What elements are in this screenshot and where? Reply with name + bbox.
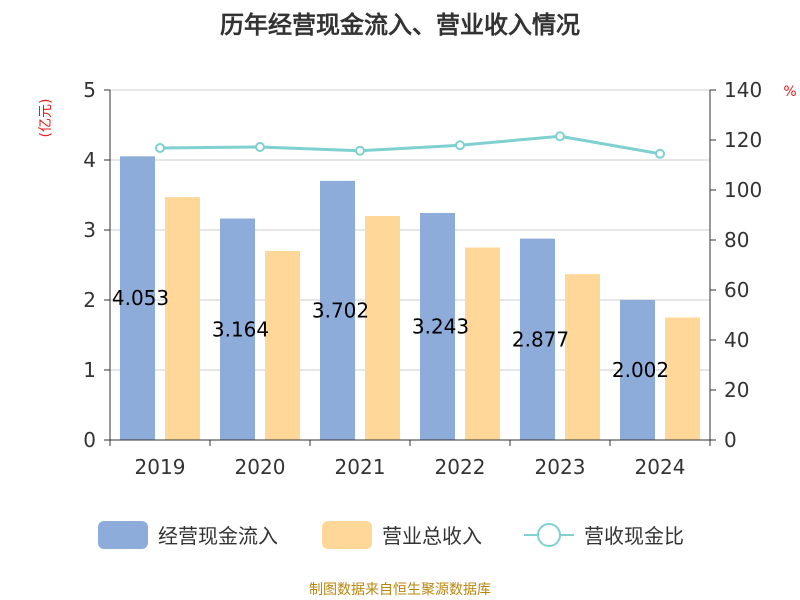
cash-inflow-data-label: 3.243: [412, 314, 469, 338]
cash-inflow-bar: [320, 180, 355, 441]
x-axis-tick-label: 2024: [635, 455, 686, 479]
legend-cash-inflow-swatch: [98, 521, 148, 549]
ratio-line-point: [455, 140, 465, 151]
cash-inflow-bar: [220, 218, 255, 440]
ratio-line-point: [155, 143, 165, 153]
ratio-line-point: [355, 145, 365, 156]
cash-inflow-data-label: 2.002: [612, 358, 669, 382]
left-axis-tick-label: 0: [83, 428, 96, 452]
left-axis-tick-label: 2: [83, 288, 96, 312]
left-axis-tick-label: 3: [83, 218, 96, 242]
bar-series: [120, 156, 700, 441]
revenue-bar: [465, 247, 500, 440]
left-axis-tick-label: 4: [83, 148, 96, 172]
ratio-line-series: [155, 131, 665, 159]
cash-inflow-bar: [120, 156, 155, 441]
right-axis-tick-label: 140: [724, 78, 762, 102]
source-note: 制图数据来自恒生聚源数据库: [309, 582, 491, 598]
cash-inflow-bar: [420, 212, 455, 440]
cash-inflow-data-label: 3.164: [212, 317, 269, 341]
right-axis-tick-label: 40: [724, 328, 749, 352]
ratio-line: [159, 134, 661, 156]
right-axis-tick-label: 20: [724, 378, 749, 402]
right-axis-tick-label: 80: [724, 228, 749, 252]
revenue-bar: [265, 251, 300, 440]
left-axis-unit: (亿元): [38, 99, 54, 138]
legend-revenue-label: 营业总收入: [382, 524, 482, 548]
legend-cash-inflow-label: 经营现金流入: [158, 524, 278, 548]
axes: 0 1 2 3 4 5 0 20 40 60 80 100 120 140 2019 2020 2021 2022…: [83, 78, 762, 479]
revenue-bar: [665, 317, 700, 440]
chart-title: 历年经营现金流入、营业收入情况: [220, 11, 580, 39]
ratio-line-point: [255, 142, 265, 152]
grid-lines: [110, 89, 710, 371]
right-axis-tick-label: 60: [724, 278, 749, 302]
legend: 经营现金流入 营业总收入 营收现金比: [98, 521, 684, 549]
left-axis-tick-label: 1: [83, 358, 96, 382]
ratio-line-point: [655, 148, 665, 159]
legend-ratio-label: 营收现金比: [584, 524, 684, 548]
cash-inflow-data-label: 3.702: [312, 298, 369, 322]
legend-revenue-swatch: [322, 521, 372, 549]
revenue-bar: [565, 274, 600, 440]
left-axis-tick-label: 5: [83, 78, 96, 102]
ratio-line-point: [555, 131, 565, 142]
revenue-bar: [365, 216, 400, 440]
right-axis-tick-label: 0: [724, 428, 737, 452]
right-axis-tick-label: 100: [724, 178, 762, 202]
cash-inflow-data-label: 4.053: [112, 286, 169, 310]
x-axis-tick-label: 2021: [335, 455, 386, 479]
right-axis-unit: %: [783, 84, 796, 100]
x-axis-tick-label: 2022: [435, 455, 486, 479]
right-axis-tick-label: 120: [724, 128, 762, 152]
legend-ratio-swatch-marker: [537, 523, 561, 547]
x-axis-tick-label: 2019: [135, 455, 186, 479]
revenue-bar: [165, 197, 200, 440]
x-axis-tick-label: 2023: [535, 455, 586, 479]
cash-inflow-bar: [620, 299, 655, 440]
data-labels: 4.053 3.164 3.702 3.243 2.877 2.002: [112, 286, 669, 382]
x-axis-tick-label: 2020: [235, 455, 286, 479]
cash-inflow-data-label: 2.877: [512, 327, 569, 351]
cash-inflow-bar: [520, 238, 555, 440]
